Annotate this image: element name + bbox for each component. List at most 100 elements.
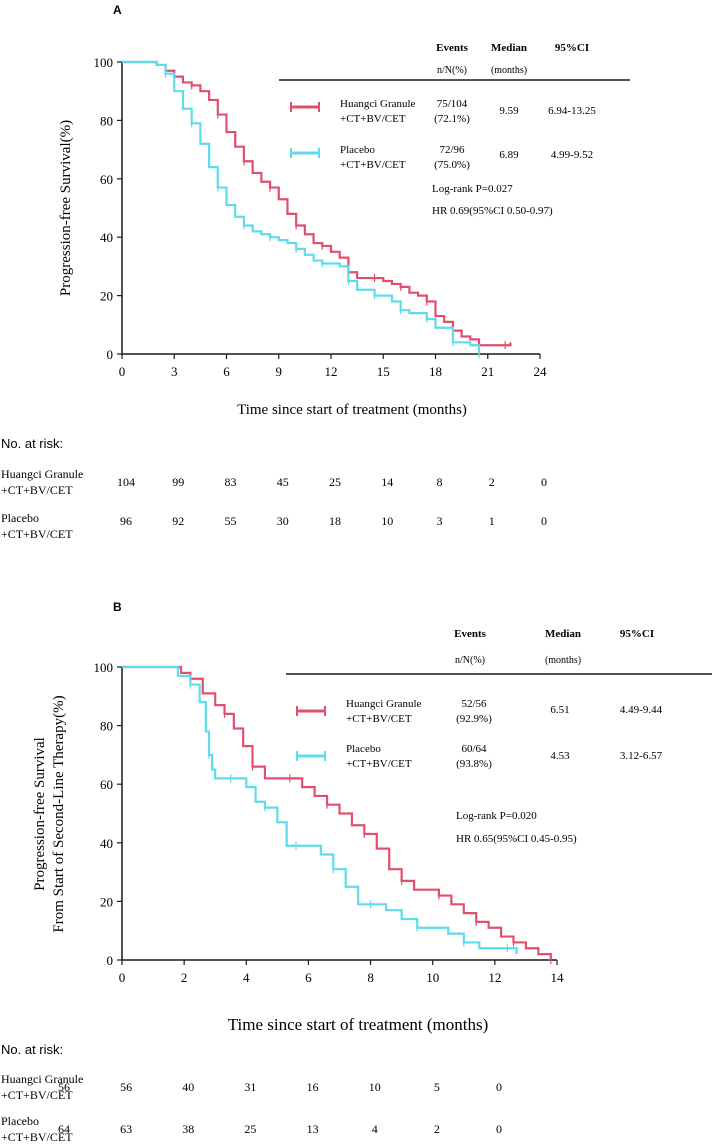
- b-x-tick-label: 8: [367, 970, 374, 985]
- a-risk-value: 0: [541, 475, 547, 489]
- a-header-ci: 95%CI: [555, 42, 589, 54]
- b-logrank: Log-rank P=0.020: [456, 810, 537, 822]
- a-risk-value: 99: [172, 475, 184, 489]
- b-risk-placebo-label1: Placebo: [1, 1114, 39, 1128]
- b-placebo-events-pct: (93.8%): [456, 758, 492, 770]
- a-y-tick-label: 40: [100, 230, 113, 245]
- b-placebo-events: 60/64: [461, 743, 487, 755]
- a-risk-value: 0: [541, 514, 547, 528]
- panel-a-stats-table: Events Median 95%CI n/N(%) (months) Huan…: [279, 42, 630, 217]
- b-y-tick-label: 40: [100, 836, 113, 851]
- a-placebo-median: 6.89: [499, 149, 519, 161]
- panel-a-y-title: Progression-free Survival(%): [58, 120, 74, 296]
- b-x-tick-label: 6: [305, 970, 312, 985]
- a-x-tick-label: 6: [223, 364, 230, 379]
- panel-b-label: B: [113, 600, 122, 614]
- a-risk-value: 14: [381, 475, 393, 489]
- a-header-median: Median: [491, 42, 527, 54]
- b-x-tick-label: 12: [488, 970, 501, 985]
- b-x-tick-label: 14: [551, 970, 565, 985]
- a-x-tick-label: 0: [119, 364, 126, 379]
- b-legend-placebo: Placebo +CT+BV/CET 60/64 (93.8%) 4.53 3.…: [296, 743, 663, 770]
- a-header-events-sub: n/N(%): [437, 65, 467, 76]
- a-x-tick-label: 21: [481, 364, 494, 379]
- b-y-tick-label: 80: [100, 719, 113, 734]
- panel-b-stats-table: Events Median 95%CI n/N(%) (months) Huan…: [286, 628, 712, 845]
- a-hazard-ratio: HR 0.69(95%CI 0.50-0.97): [432, 205, 553, 217]
- b-km-curve-placebo: [122, 665, 518, 955]
- panel-b-y-title-line1: Progression-free Survival: [32, 737, 48, 891]
- b-risk-value: 25: [244, 1122, 256, 1136]
- b-risk-title: No. at risk:: [1, 1042, 63, 1057]
- a-header-events: Events: [436, 42, 469, 54]
- a-treatment-ci: 6.94-13.25: [548, 105, 596, 117]
- a-risk-value: 45: [277, 475, 289, 489]
- a-treatment-events: 75/104: [437, 98, 468, 110]
- b-legend-treatment: Huangci Granule +CT+BV/CET 52/56 (92.9%)…: [296, 698, 663, 725]
- panel-a-curves: [122, 60, 512, 358]
- a-placebo-events-pct: (75.0%): [434, 159, 470, 171]
- a-risk-value: 2: [489, 475, 495, 489]
- b-risk-value: 40: [182, 1080, 194, 1094]
- b-km-curve-treatment: [122, 665, 552, 960]
- b-risk-value: 2: [434, 1122, 440, 1136]
- panel-b-risk-table: No. at risk: Huangci Granule +CT+BV/CET …: [1, 1042, 502, 1144]
- a-risk-value: 3: [437, 514, 443, 528]
- a-y-tick-label: 20: [100, 289, 113, 304]
- a-legend-placebo-name1: Placebo: [340, 144, 375, 156]
- a-risk-value: 25: [329, 475, 341, 489]
- b-risk-value: 38: [182, 1122, 194, 1136]
- a-risk-value: 30: [277, 514, 289, 528]
- panel-a-ticks: 0 3 6 9 12 15 18 21 24 0 20 40 60 80 100: [94, 55, 548, 379]
- panel-a-label: A: [113, 3, 122, 17]
- a-risk-value: 10: [381, 514, 393, 528]
- b-x-tick-label: 0: [119, 970, 126, 985]
- a-y-tick-label: 60: [100, 172, 113, 187]
- panel-b-x-title: Time since start of treatment (months): [228, 1015, 488, 1034]
- b-risk-value: 13: [307, 1122, 319, 1136]
- b-header-events-sub: n/N(%): [455, 655, 485, 666]
- a-legend-treatment-name1: Huangci Granule: [340, 98, 416, 110]
- a-treatment-median: 9.59: [499, 105, 519, 117]
- a-risk-treatment-label2: +CT+BV/CET: [1, 483, 73, 497]
- b-risk-value: 0: [496, 1080, 502, 1094]
- a-risk-treatment-label1: Huangci Granule: [1, 467, 83, 481]
- panel-b-axes: [121, 667, 557, 961]
- b-legend-treatment-name2: +CT+BV/CET: [346, 713, 412, 725]
- b-legend-placebo-name1: Placebo: [346, 743, 381, 755]
- a-x-tick-label: 12: [325, 364, 338, 379]
- b-x-tick-label: 4: [243, 970, 250, 985]
- b-risk-value: 56: [58, 1080, 70, 1094]
- a-legend-treatment-name2: +CT+BV/CET: [340, 113, 406, 125]
- a-legend-placebo-name2: +CT+BV/CET: [340, 159, 406, 171]
- panel-b-curves: [122, 665, 552, 964]
- panel-a-risk-table: No. at risk: Huangci Granule +CT+BV/CET …: [1, 436, 547, 541]
- a-y-tick-label: 100: [94, 55, 114, 70]
- b-header-ci: 95%CI: [620, 628, 654, 640]
- b-header-median-sub: (months): [545, 655, 581, 666]
- a-risk-placebo-label2: +CT+BV/CET: [1, 527, 73, 541]
- b-legend-placebo-name2: +CT+BV/CET: [346, 758, 412, 770]
- a-legend-placebo: Placebo +CT+BV/CET 72/96 (75.0%) 6.89 4.…: [290, 144, 593, 171]
- panel-b-ticks: 0 2 4 6 8 10 12 14 0 20 40 60 80 100: [94, 660, 565, 985]
- panel-a-x-title: Time since start of treatment (months): [237, 402, 467, 418]
- b-x-tick-label: 10: [426, 970, 439, 985]
- b-risk-value: 0: [496, 1122, 502, 1136]
- a-legend-treatment: Huangci Granule +CT+BV/CET 75/104 (72.1%…: [290, 98, 596, 125]
- a-y-tick-label: 0: [107, 347, 114, 362]
- a-risk-value: 96: [120, 514, 132, 528]
- b-treatment-events: 52/56: [461, 698, 487, 710]
- a-risk-title: No. at risk:: [1, 436, 63, 451]
- b-treatment-events-pct: (92.9%): [456, 713, 492, 725]
- a-risk-value: 1: [489, 514, 495, 528]
- a-risk-value: 8: [437, 475, 443, 489]
- b-placebo-median: 4.53: [550, 750, 570, 762]
- a-risk-value: 104: [117, 475, 135, 489]
- b-risk-treatment-label2: +CT+BV/CET: [1, 1088, 73, 1102]
- a-logrank: Log-rank P=0.027: [432, 183, 513, 195]
- a-placebo-ci: 4.99-9.52: [551, 149, 593, 161]
- a-header-median-sub: (months): [491, 65, 527, 76]
- b-risk-value: 64: [58, 1122, 70, 1136]
